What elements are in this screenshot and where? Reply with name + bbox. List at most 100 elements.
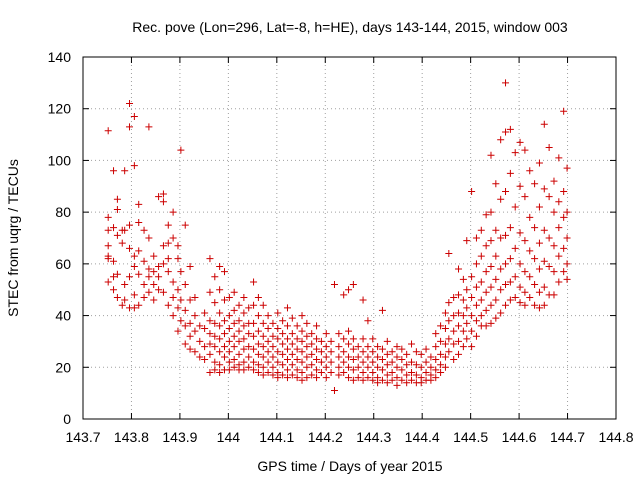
data-point: [417, 350, 425, 358]
data-point: [383, 379, 391, 387]
data-point: [104, 213, 112, 221]
data-point: [250, 358, 258, 366]
data-point: [545, 262, 553, 270]
data-point: [531, 255, 539, 263]
data-point: [201, 309, 209, 317]
data-point: [521, 146, 529, 154]
x-tick-label: 144.6: [502, 429, 537, 445]
data-point: [516, 283, 524, 291]
data-point: [403, 350, 411, 358]
data-point: [235, 317, 243, 325]
data-point: [526, 273, 534, 281]
data-point: [113, 206, 121, 214]
data-point: [216, 286, 224, 294]
data-point: [155, 262, 163, 270]
data-point: [235, 327, 243, 335]
data-point: [104, 242, 112, 250]
data-point: [374, 353, 382, 361]
data-point: [298, 358, 306, 366]
data-point: [155, 193, 163, 201]
data-point: [487, 283, 495, 291]
data-point: [383, 350, 391, 358]
data-point: [313, 322, 321, 330]
data-point: [164, 268, 172, 276]
data-point: [335, 353, 343, 361]
data-point: [216, 361, 224, 369]
data-point: [437, 361, 445, 369]
data-point: [450, 356, 458, 364]
data-point: [463, 319, 471, 327]
data-point: [259, 319, 267, 327]
data-point: [477, 296, 485, 304]
data-point: [422, 368, 430, 376]
data-point: [174, 304, 182, 312]
data-point: [354, 353, 362, 361]
data-point: [177, 317, 185, 325]
data-point: [497, 234, 505, 242]
data-point: [225, 293, 233, 301]
data-point: [186, 319, 194, 327]
data-point: [259, 353, 267, 361]
data-point: [298, 348, 306, 356]
data-point: [335, 371, 343, 379]
data-point: [502, 128, 510, 136]
data-point: [191, 293, 199, 301]
data-point: [230, 306, 238, 314]
data-point: [497, 195, 505, 203]
data-point: [259, 363, 267, 371]
data-point: [364, 374, 372, 382]
data-point: [477, 278, 485, 286]
data-point: [388, 376, 396, 384]
data-point: [521, 301, 529, 309]
data-point: [445, 348, 453, 356]
data-point: [459, 312, 467, 320]
data-point: [269, 371, 277, 379]
data-point: [317, 358, 325, 366]
data-point: [322, 363, 330, 371]
data-point: [206, 330, 214, 338]
data-point: [345, 353, 353, 361]
data-point: [398, 345, 406, 353]
data-point: [230, 363, 238, 371]
data-point: [279, 350, 287, 358]
data-point: [412, 348, 420, 356]
data-point: [417, 379, 425, 387]
data-point: [531, 281, 539, 289]
y-tick-label: 20: [55, 359, 71, 375]
data-point: [388, 348, 396, 356]
data-point: [327, 358, 335, 366]
data-point: [468, 273, 476, 281]
data-point: [259, 371, 267, 379]
data-point: [140, 293, 148, 301]
data-point: [140, 226, 148, 234]
data-point: [230, 343, 238, 351]
data-point: [408, 340, 416, 348]
data-point: [563, 260, 571, 268]
data-point: [126, 273, 134, 281]
data-point: [502, 79, 510, 87]
data-point: [393, 353, 401, 361]
data-point: [186, 345, 194, 353]
data-point: [269, 319, 277, 327]
x-axis-label: GPS time / Days of year 2015: [257, 458, 442, 474]
data-point: [159, 242, 167, 250]
data-point: [563, 208, 571, 216]
data-point: [313, 345, 321, 353]
data-point: [169, 208, 177, 216]
data-point: [250, 366, 258, 374]
data-point: [412, 361, 420, 369]
data-point: [279, 371, 287, 379]
data-point: [487, 151, 495, 159]
data-point: [492, 314, 500, 322]
data-point: [298, 327, 306, 335]
data-point: [250, 345, 258, 353]
data-point: [398, 366, 406, 374]
data-point: [369, 368, 377, 376]
data-point: [369, 376, 377, 384]
data-point: [521, 193, 529, 201]
data-point: [235, 337, 243, 345]
data-point: [472, 283, 480, 291]
data-point: [521, 268, 529, 276]
data-point: [450, 312, 458, 320]
